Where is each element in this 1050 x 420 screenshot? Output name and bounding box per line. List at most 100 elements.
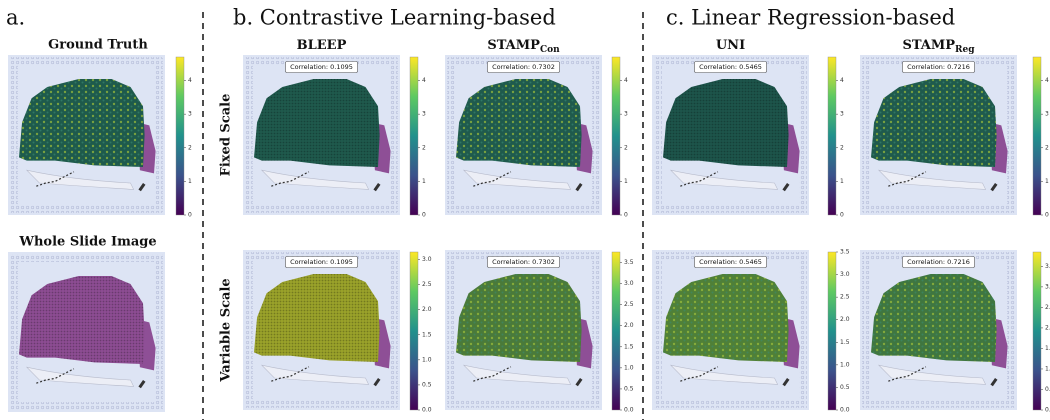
colorbar-tick-label: 0.5	[422, 381, 432, 388]
colorbar-tick-label: 1	[188, 178, 192, 185]
method-name: BLEEP	[297, 38, 347, 53]
tissue-image	[860, 250, 1017, 410]
colorbar-tick-label: 2	[1045, 144, 1049, 151]
colorbar-tick-label: 3	[624, 111, 628, 118]
panel-label: a.	[6, 6, 25, 30]
colorbar-tick-label: 2.0	[840, 316, 850, 323]
tissue-image	[8, 55, 165, 215]
colorbar-tick-label: 1.5	[422, 331, 432, 338]
tissue-image	[860, 55, 1017, 215]
colorbar-tick-label: 3.5	[840, 249, 850, 256]
colorbar-tick-label: 1	[840, 178, 844, 185]
tissue-image	[652, 250, 809, 410]
colorbar-tick-label: 3.5	[624, 259, 634, 266]
correlation-label: Correlation: 0.1095	[290, 258, 353, 266]
colorbar-tick-label: 1.0	[1045, 365, 1050, 372]
colorbar-tick-label: 0	[188, 212, 192, 219]
tissue-image	[652, 55, 809, 215]
colorbar	[410, 57, 418, 215]
row-label: Fixed Scale	[219, 94, 234, 177]
colorbar-tick-label: 4	[1045, 77, 1049, 84]
colorbar-tick-label: 2	[422, 144, 426, 151]
colorbar-tick-label: 1.5	[1045, 345, 1050, 352]
colorbar-tick-label: 0.0	[422, 407, 432, 414]
colorbar-tick-label: 3	[1045, 111, 1049, 118]
colorbar-tick-label: 3.5	[1045, 263, 1050, 270]
column-title: BLEEP	[297, 38, 347, 53]
colorbar-tick-label: 2.0	[1045, 324, 1050, 331]
correlation-label: Correlation: 0.5465	[699, 63, 762, 71]
colorbar-tick-label: 1	[1045, 178, 1049, 185]
colorbar-tick-label: 2.0	[624, 322, 634, 329]
colorbar-tick-label: 1.0	[422, 356, 432, 363]
colorbar-tick-label: 1	[422, 178, 426, 185]
row-label: Variable Scale	[219, 278, 234, 382]
colorbar-tick-label: 4	[840, 77, 844, 84]
column-title: Whole Slide Image	[18, 235, 156, 250]
column-title: STAMPCon	[487, 38, 560, 55]
colorbar-tick-label: 2.5	[624, 301, 634, 308]
method-name: STAMP	[902, 38, 955, 53]
colorbar-tick-label: 0	[422, 212, 426, 219]
colorbar-tick-label: 0.5	[624, 385, 634, 392]
method-name: STAMP	[487, 38, 540, 53]
colorbar-tick-label: 0.5	[840, 384, 850, 391]
colorbar-tick-label: 0	[1045, 212, 1049, 219]
colorbar-tick-label: 4	[624, 77, 628, 84]
tissue-image	[8, 252, 165, 412]
colorbar-tick-label: 1.0	[840, 361, 850, 368]
colorbar-tick-label: 1.0	[624, 364, 634, 371]
colorbar-tick-label: 3	[422, 111, 426, 118]
correlation-label: Correlation: 0.5465	[699, 258, 762, 266]
colorbar-tick-label: 2	[188, 144, 192, 151]
panel-label: c. Linear Regression-based	[666, 6, 955, 30]
method-subscript: Con	[540, 45, 560, 55]
tissue-image	[445, 55, 602, 215]
colorbar	[828, 57, 836, 215]
method-name: UNI	[716, 38, 745, 53]
colorbar-tick-label: 4	[188, 77, 192, 84]
colorbar	[1033, 252, 1041, 410]
column-title: STAMPReg	[902, 38, 975, 55]
colorbar	[410, 252, 418, 410]
column-title: UNI	[716, 38, 745, 53]
colorbar-tick-label: 3	[840, 111, 844, 118]
colorbar-tick-label: 0.0	[840, 407, 850, 414]
colorbar	[1033, 57, 1041, 215]
correlation-label: Correlation: 0.7302	[492, 63, 555, 71]
colorbar	[612, 252, 620, 410]
correlation-label: Correlation: 0.7302	[492, 258, 555, 266]
colorbar-tick-label: 0.5	[1045, 386, 1050, 393]
colorbar-tick-label: 3.0	[422, 256, 432, 263]
colorbar-tick-label: 0.0	[1045, 407, 1050, 414]
colorbar-tick-label: 3	[188, 111, 192, 118]
tissue-image	[445, 250, 602, 410]
method-subscript: Reg	[955, 45, 975, 55]
tissue-image	[243, 55, 400, 215]
colorbar-tick-label: 1	[624, 178, 628, 185]
colorbar-tick-label: 1.5	[840, 339, 850, 346]
colorbar-tick-label: 3.0	[840, 271, 850, 278]
colorbar-tick-label: 0	[624, 212, 628, 219]
figure: a. b. Contrastive Learning-based c. Line…	[0, 0, 1050, 420]
colorbar-tick-label: 2	[840, 144, 844, 151]
correlation-label: Correlation: 0.7216	[907, 258, 970, 266]
colorbar-tick-label: 4	[422, 77, 426, 84]
tissue-image	[243, 250, 400, 410]
correlation-label: Correlation: 0.7216	[907, 63, 970, 71]
colorbar-tick-label: 3.0	[624, 280, 634, 287]
colorbar-tick-label: 0.0	[624, 407, 634, 414]
colorbar-tick-label: 2.5	[1045, 304, 1050, 311]
colorbar-tick-label: 3.0	[1045, 283, 1050, 290]
colorbar	[612, 57, 620, 215]
column-title: Ground Truth	[48, 38, 148, 53]
panel-label: b. Contrastive Learning-based	[233, 6, 556, 30]
colorbar-tick-label: 2.5	[840, 294, 850, 301]
correlation-label: Correlation: 0.1095	[290, 63, 353, 71]
colorbar-tick-label: 2.5	[422, 281, 432, 288]
colorbar-tick-label: 0	[840, 212, 844, 219]
colorbar-tick-label: 2.0	[422, 306, 432, 313]
colorbar-tick-label: 2	[624, 144, 628, 151]
colorbar	[828, 252, 836, 410]
colorbar	[176, 57, 184, 215]
